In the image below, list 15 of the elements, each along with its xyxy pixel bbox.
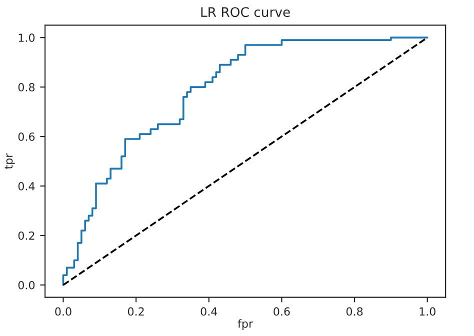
y-tick-label: 1.0 bbox=[18, 34, 35, 42]
x-tick-label: 0.6 bbox=[274, 307, 290, 316]
y-tick-label: 0.2 bbox=[18, 231, 34, 240]
x-axis-title: fpr bbox=[238, 319, 254, 330]
y-tick-label: 0.4 bbox=[18, 182, 35, 190]
x-tick-label: 0.4 bbox=[200, 307, 218, 316]
x-tick-label: 0.2 bbox=[128, 307, 144, 316]
y-tick-label: 0.8 bbox=[18, 83, 35, 92]
x-tick-label: 0.0 bbox=[55, 307, 72, 316]
y-tick-label: 0.6 bbox=[18, 132, 35, 141]
x-tick-label: 1.0 bbox=[420, 307, 436, 316]
y-tick-label: 0.0 bbox=[18, 280, 35, 290]
x-tick-label: 0.8 bbox=[346, 307, 363, 316]
y-axis-title: tpr bbox=[4, 153, 15, 169]
chart-title: LR ROC curve bbox=[201, 7, 290, 18]
